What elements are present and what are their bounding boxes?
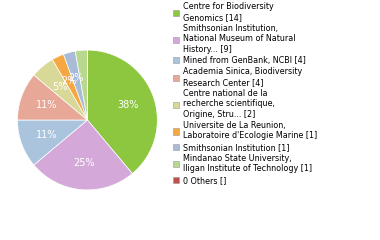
Text: 38%: 38% xyxy=(117,100,139,110)
Wedge shape xyxy=(52,54,87,120)
Text: 11%: 11% xyxy=(36,100,57,110)
Wedge shape xyxy=(87,50,157,174)
Wedge shape xyxy=(34,60,87,120)
Text: 5%: 5% xyxy=(52,82,67,92)
Text: 11%: 11% xyxy=(36,130,57,140)
Wedge shape xyxy=(34,120,132,190)
Text: 2%: 2% xyxy=(62,76,77,86)
Wedge shape xyxy=(17,120,87,165)
Text: 25%: 25% xyxy=(73,158,95,168)
Wedge shape xyxy=(75,50,87,120)
Legend: Centre for Biodiversity
Genomics [14], Smithsonian Institution,
National Museum : Centre for Biodiversity Genomics [14], S… xyxy=(173,2,317,185)
Text: 2%: 2% xyxy=(68,73,84,83)
Wedge shape xyxy=(17,75,87,120)
Wedge shape xyxy=(63,51,87,120)
